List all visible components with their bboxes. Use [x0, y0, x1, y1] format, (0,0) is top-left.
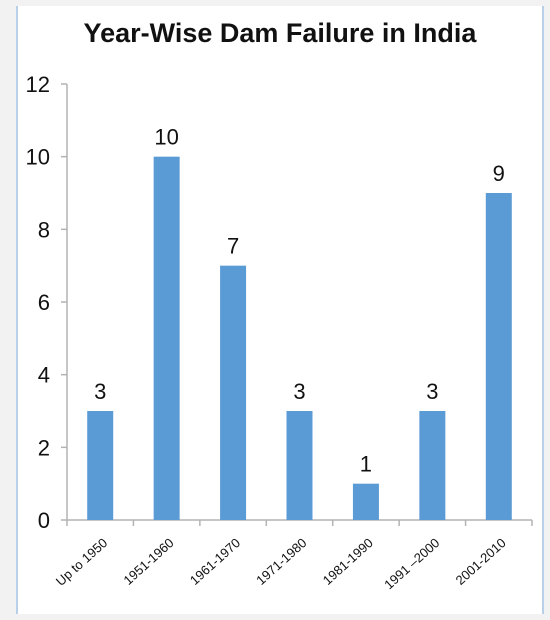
y-tick-label: 6 — [38, 290, 50, 315]
y-tick-label: 0 — [38, 508, 50, 533]
x-tick-label: 1951-1960 — [120, 535, 176, 588]
data-label: 3 — [426, 379, 438, 404]
x-tick-label: Up to 1950 — [53, 535, 110, 589]
y-tick-label: 4 — [38, 363, 50, 388]
data-label: 9 — [493, 161, 505, 186]
x-tick-label: 1981-1990 — [320, 535, 376, 588]
data-label: 1 — [360, 452, 372, 477]
bar — [352, 483, 379, 520]
y-tick-label: 2 — [38, 435, 50, 460]
x-tick-label: 1991 –2000 — [381, 535, 442, 592]
x-tick-label: 2001-2010 — [453, 535, 509, 588]
x-tick-label: 1961-1970 — [187, 535, 243, 588]
bar — [153, 156, 180, 520]
data-label: 10 — [154, 125, 178, 150]
chart-title: Year-Wise Dam Failure in India — [83, 18, 477, 48]
x-tick-label: 1971-1980 — [253, 535, 309, 588]
bar — [87, 411, 114, 520]
y-tick-label: 12 — [26, 72, 50, 97]
bar — [220, 265, 247, 520]
data-label: 3 — [94, 379, 106, 404]
data-label: 7 — [227, 234, 239, 259]
bar — [286, 411, 313, 520]
bar — [419, 411, 446, 520]
bar — [485, 193, 512, 520]
y-tick-label: 8 — [38, 217, 50, 242]
y-tick-label: 10 — [26, 145, 50, 170]
data-label: 3 — [293, 379, 305, 404]
